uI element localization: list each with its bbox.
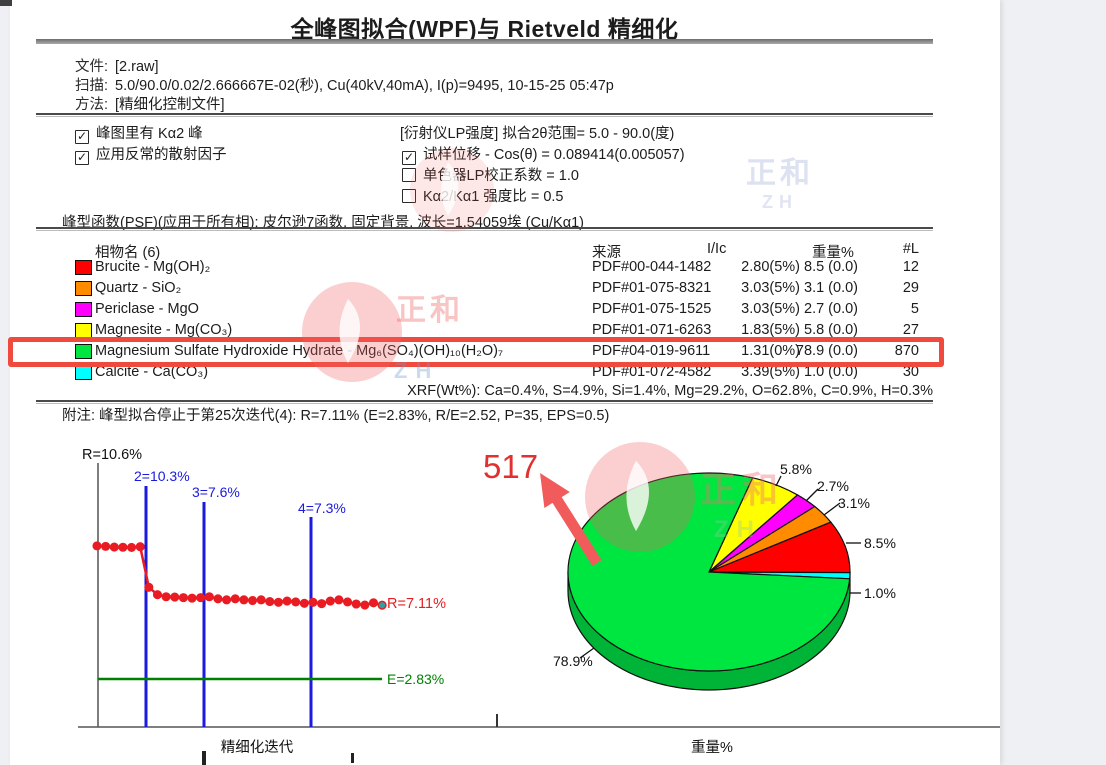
phase-color-swatch [75,323,92,338]
phase-iic: 3.39(5%) [741,364,800,380]
phase-iic: 3.03(5%) [741,301,800,317]
option-right-0-label: 试样位移 - Cos(θ) = 0.089414(0.005057) [423,147,685,163]
scan-line: 扫描: 5.0/90.0/0.02/2.666667E-02(秒), Cu(40k… [75,74,614,95]
phase-row-5[interactable]: Calcite - Ca(CO₃) PDF#01-072-4582 3.39(5%)… [0,364,1010,384]
phase-row-4[interactable]: Magnesium Sulfate Hydroxide Hydrate - Mg… [0,343,1010,363]
col-header-name: 相物名 (6) [95,245,161,261]
phase-color-swatch [75,365,92,380]
option-left-0-checkbox[interactable]: ✓ [75,129,89,144]
phase-source: PDF#01-072-4582 [592,364,712,380]
phase-table-header: 相物名 (6) 来源 I/Ic 重量% #L [0,241,1010,261]
title-rule [36,39,933,44]
phase-lines: 29 [902,280,919,296]
phase-name: Magnesium Sulfate Hydroxide Hydrate - Mg… [95,343,503,359]
option-right-1-label: 单色器LP校正系数 = 1.0 [423,168,579,184]
section-rule-1 [36,113,933,117]
phase-lines: 5 [910,301,919,317]
option-right-2-checkbox[interactable] [402,189,416,203]
option-right-0-checkbox[interactable]: ✓ [402,150,416,165]
scan-value: 5.0/90.0/0.02/2.666667E-02(秒), Cu(40kV,4… [115,78,614,94]
col-header-weight: 重量% [812,245,854,261]
phase-color-swatch [75,260,92,275]
section-rule-2 [36,227,933,231]
option-right-1-checkbox[interactable] [402,168,416,182]
phase-name: Calcite - Ca(CO₃) [95,364,209,380]
phase-source: PDF#01-075-1525 [592,301,712,317]
phase-name: Quartz - SiO₂ [95,280,182,296]
option-right-1: 单色器LP校正系数 = 1.0 [402,164,579,185]
col-header-lines: #L [902,241,919,257]
file-label: 文件: [75,59,109,75]
phase-iic: 2.80(5%) [741,259,800,275]
phase-source: PDF#01-071-6263 [592,322,712,338]
page-title: 全峰图拟合(WPF)与 Rietveld 精细化 [290,16,679,42]
phase-color-swatch [75,281,92,296]
phase-iic: 1.31(0%) [741,343,800,359]
phase-lines: 30 [902,364,919,380]
option-right-0: ✓ 试样位移 - Cos(θ) = 0.089414(0.005057) [402,143,685,165]
section-rule-3 [36,400,933,404]
phase-source: PDF#00-044-1482 [592,259,712,275]
phase-source: PDF#04-019-9611 [592,343,711,359]
phase-lines: 27 [902,322,919,338]
file-value: [2.raw] [115,59,159,75]
phase-color-swatch [75,344,92,359]
phase-iic: 3.03(5%) [741,280,800,296]
file-line: 文件: [2.raw] [75,55,159,76]
phase-row-1[interactable]: Quartz - SiO₂ PDF#01-075-8321 3.03(5%) 3.1 … [0,280,1010,300]
phase-row-2[interactable]: Periclase - MgO PDF#01-075-1525 3.03(5%) 2.… [0,301,1010,321]
phase-weight: 8.5 (0.0) [804,259,858,275]
phase-lines: 12 [902,259,919,275]
option-left-1-label: 应用反常的散射因子 [96,147,227,163]
option-left-1: ✓ 应用反常的散射因子 [75,143,227,165]
phase-weight: 1.0 (0.0) [804,364,858,380]
phase-name: Brucite - Mg(OH)₂ [95,259,211,275]
phase-row-3[interactable]: Magnesite - Mg(CO₃) PDF#01-071-6263 1.83(5… [0,322,1010,342]
method-label: 方法: [75,97,109,113]
option-right-2: Kα2/Kα1 强度比 = 0.5 [402,185,563,206]
option-left-0: ✓ 峰图里有 Kα2 峰 [75,122,203,144]
phase-color-swatch [75,302,92,317]
phase-name: Periclase - MgO [95,301,199,317]
scan-label: 扫描: [75,78,109,94]
method-value: [精细化控制文件] [115,97,225,113]
corner-artifact [0,0,12,6]
phase-row-0[interactable]: Brucite - Mg(OH)₂ PDF#00-044-1482 2.80(5%)… [0,259,1010,279]
option-left-1-checkbox[interactable]: ✓ [75,150,89,165]
phase-iic: 1.83(5%) [741,322,800,338]
phase-weight: 2.7 (0.0) [804,301,858,317]
option-right-2-label: Kα2/Kα1 强度比 = 0.5 [423,189,564,205]
phase-weight: 5.8 (0.0) [804,322,858,338]
phase-weight: 3.1 (0.0) [804,280,858,296]
lp-range-line: [衍射仪LP强度] 拟合2θ范围= 5.0 - 90.0(度) [400,126,675,142]
col-header-iic: I/Ic [707,241,727,257]
highlight-box [8,337,944,367]
xrf-line: XRF(Wt%): Ca=0.4%, S=4.9%, Si=1.4%, Mg=2… [407,383,933,399]
option-left-0-label: 峰图里有 Kα2 峰 [96,126,203,142]
phase-name: Magnesite - Mg(CO₃) [95,322,233,338]
note-line: 附注: 峰型拟合停止于第25次迭代(4): R=7.11% (E=2.83%, … [62,408,610,424]
phase-weight: 78.9 (0.0) [795,343,858,359]
method-line: 方法: [精细化控制文件] [75,93,225,114]
phase-source: PDF#01-075-8321 [592,280,712,296]
col-header-source: 来源 [592,245,621,261]
phase-lines: 870 [894,343,919,359]
